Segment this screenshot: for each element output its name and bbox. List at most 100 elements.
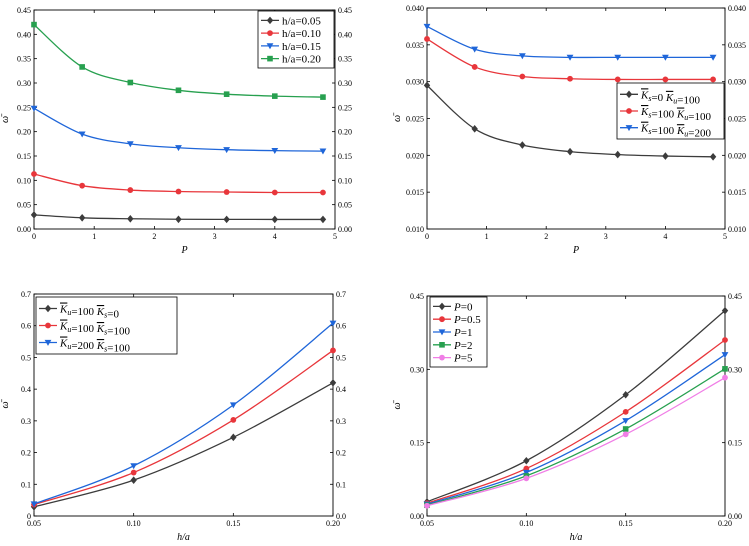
data-point [518, 53, 526, 60]
legend-label-part: s [104, 328, 107, 337]
y-tick-label-left: 0.5 [21, 353, 31, 362]
series-P-5 [424, 374, 728, 509]
legend-label-part: K [640, 89, 649, 101]
series-h-a-0-05 [30, 211, 327, 224]
data-point [127, 79, 134, 86]
data-point [471, 46, 479, 53]
legend-label-part: K [676, 125, 685, 137]
data-point [423, 23, 431, 30]
legend-label-part: h/a=0.15 [282, 41, 321, 53]
data-point [175, 188, 182, 195]
legend-label: Ku=200 Ks=100 [59, 338, 130, 355]
y-tick-label-left: 0.2 [21, 449, 31, 458]
legend-marker [267, 30, 273, 37]
data-point [519, 141, 526, 149]
y-tick-label-left: 0.020 [406, 151, 424, 160]
y-tick-label-right: 0.15 [728, 439, 742, 448]
x-axis-label: P [180, 245, 187, 256]
data-point [662, 54, 669, 61]
series-h-a-0-20 [31, 21, 326, 100]
data-point [566, 147, 574, 156]
legend-marker [267, 55, 273, 62]
x-tick-label: 0.10 [519, 519, 533, 528]
y-tick-label-right: 0.1 [336, 480, 346, 489]
series-Ku-100-Ks-100 [31, 347, 336, 508]
legend-label-part: =100 [677, 94, 700, 106]
y-tick-label-right: 0.035 [728, 41, 746, 50]
legend-marker [625, 125, 633, 132]
plot-frame [33, 293, 334, 517]
legend-label-part: u [684, 113, 688, 122]
legend-label-part: P [453, 340, 461, 352]
y-tick-label-left: 0.10 [17, 176, 31, 185]
data-point [230, 417, 237, 423]
data-point [223, 91, 230, 97]
y-tick-label-right: 0.45 [728, 292, 742, 301]
panel-top-left: 0 1 2 3 4 50.00 0.000.05 0.050.10 0.100.15 0.150.… [0, 6, 352, 256]
legend-marker [45, 322, 51, 329]
legend: P=0P=0.5P=1P=2P=5 [429, 296, 488, 368]
y-tick-label-right: 0.015 [728, 188, 746, 197]
data-point [721, 352, 729, 359]
data-point [79, 182, 86, 189]
legend-label-part: s [648, 111, 651, 120]
legend-label-part: u [67, 308, 71, 317]
y-tick-label-left: 0.15 [17, 152, 31, 161]
legend-label: h/a=0.05 [282, 15, 321, 27]
y-tick-label-right: 0.3 [336, 417, 346, 426]
data-point [622, 431, 629, 438]
data-point [130, 476, 137, 484]
data-point [130, 463, 138, 470]
legend-label: h/a=0.10 [282, 28, 321, 40]
y-tick-label-right: 0.05 [338, 201, 352, 210]
legend-label-part: =0 [107, 309, 119, 321]
data-point [229, 402, 237, 409]
legend-label-part: K [676, 109, 685, 121]
data-point [523, 475, 530, 482]
y-tick-label-right: 0.25 [338, 103, 352, 112]
y-tick-label-right: 0.00 [338, 225, 352, 234]
data-point [175, 87, 182, 94]
legend-label: Ku=100 Ks=0 [59, 304, 119, 321]
data-point [709, 153, 717, 161]
series-h-a-0-15 [30, 105, 327, 155]
data-point [126, 141, 134, 148]
y-tick-label-left: 0.025 [406, 115, 424, 124]
data-point [471, 125, 478, 133]
data-point [319, 148, 327, 155]
y-tick-label-right: 0.10 [338, 176, 352, 185]
data-point [522, 469, 530, 476]
data-point [78, 131, 86, 138]
panel-bottom-left: 0.05 0.10 0.15 0.20 0 0.0 0.1 0.1 0.2 0.2 0.3 0.3 0.… [0, 290, 346, 543]
data-point [614, 54, 622, 61]
data-point [223, 147, 231, 154]
legend-label-part: K [96, 323, 105, 335]
y-tick-label-right: 0.020 [728, 151, 746, 160]
x-tick-label: 2 [544, 232, 548, 241]
data-point [175, 215, 182, 224]
y-tick-label-left: 0.3 [21, 417, 31, 426]
series-line [426, 339, 726, 504]
data-point [423, 81, 431, 90]
series-Ks-100-Ku-200 [423, 23, 717, 61]
legend-label-part: s [104, 345, 107, 354]
y-axis-label: ω̄ [0, 398, 11, 408]
legend-label: Ku=100 Ks=100 [59, 321, 130, 338]
y-tick-label-right: 0.030 [728, 78, 746, 87]
series-Ku-200-Ks-100 [30, 320, 337, 508]
y-tick-label-left: 0.05 [17, 201, 31, 210]
y-tick-label-right: 0.35 [338, 55, 352, 64]
x-tick-label: 4 [273, 232, 277, 241]
y-tick-label-left: 0.035 [406, 41, 424, 50]
data-point [523, 456, 530, 465]
y-tick-label-right: 0.30 [728, 365, 742, 374]
series-Ks-0-Ku-100 [423, 81, 717, 161]
legend-label-part: K [96, 340, 105, 352]
x-tick-label: 0.10 [127, 519, 141, 528]
legend-marker [44, 304, 52, 313]
y-tick-label-right: 0.15 [338, 152, 352, 161]
x-tick-label: 5 [723, 232, 727, 241]
x-tick-label: 2 [152, 232, 156, 241]
